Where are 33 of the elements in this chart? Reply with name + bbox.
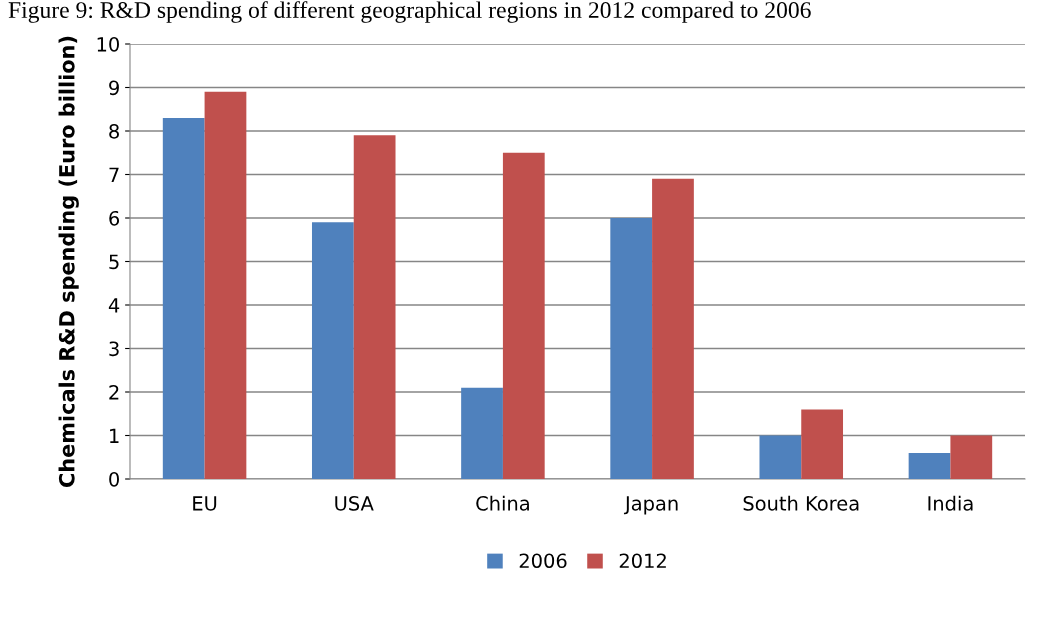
chart-title: Figure 9: R&D spending of different geographical regions in 2012 compared to 2006 <box>8 1 811 23</box>
bar <box>759 435 802 479</box>
y-tick-label: 3 <box>109 341 119 357</box>
y-tick-label: 6 <box>109 210 120 226</box>
x-tick-label: South Korea <box>743 495 859 511</box>
bar <box>461 387 503 479</box>
y-axis-title: Chemicals R&D spending (Euro billion) <box>58 36 79 487</box>
x-tick-label: China <box>476 495 529 511</box>
bar <box>162 117 205 479</box>
y-tick-label: 4 <box>108 298 120 313</box>
x-tick-label: EU <box>193 496 217 511</box>
bar <box>801 409 844 479</box>
bar <box>950 435 993 479</box>
x-tick-label: USA <box>335 496 374 511</box>
bar <box>502 152 545 479</box>
x-tick-label: Japan <box>623 496 678 515</box>
legend-label: 2012 <box>619 553 666 569</box>
bar <box>311 222 354 479</box>
x-tick-label: India <box>928 495 973 511</box>
bar <box>908 452 951 479</box>
y-tick-label: 9 <box>109 80 119 96</box>
y-tick-label: 2 <box>109 384 119 400</box>
y-tick-label: 7 <box>109 167 119 182</box>
bar <box>204 91 247 479</box>
y-tick-label: 10 <box>97 36 119 52</box>
y-tick-label: 8 <box>109 123 119 139</box>
bar <box>353 135 396 479</box>
y-tick-label: 1 <box>110 428 119 443</box>
legend-label: 2006 <box>519 553 567 569</box>
bar <box>652 178 694 479</box>
y-tick-label: 5 <box>109 254 119 270</box>
y-tick-label: 0 <box>109 471 119 487</box>
bar <box>610 218 653 479</box>
